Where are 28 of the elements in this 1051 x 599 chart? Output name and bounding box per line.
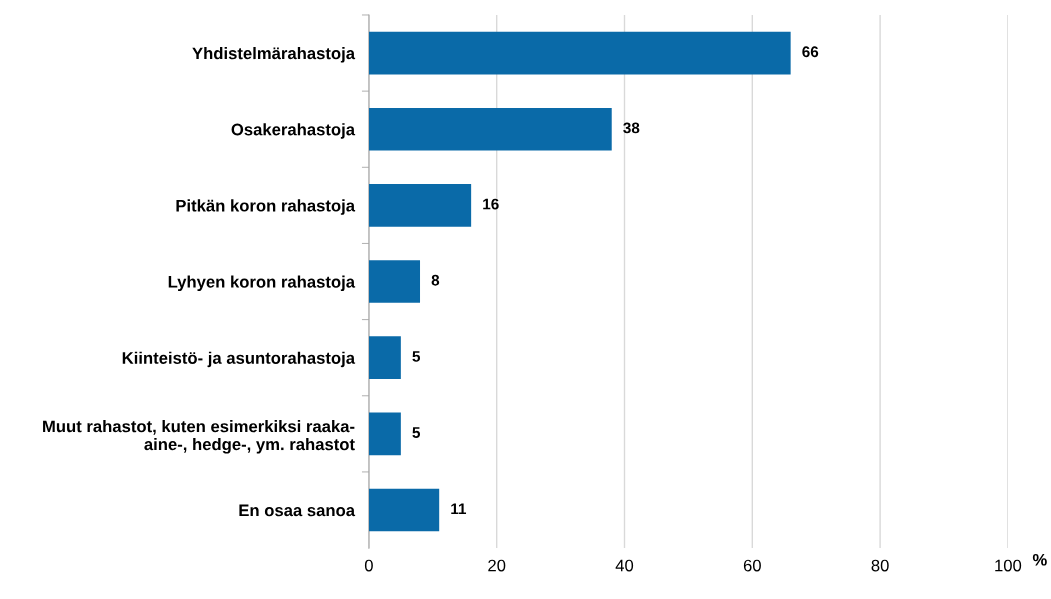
bar (368, 107, 612, 151)
y-tick-label: En osaa sanoa (239, 504, 356, 517)
data-label: 8 (431, 274, 440, 286)
x-tick-label: 40 (615, 559, 634, 572)
x-axis-title: % (1032, 553, 1047, 566)
x-tick-label: 80 (871, 559, 889, 572)
bar (368, 488, 440, 532)
bar (368, 336, 401, 380)
data-label: 16 (483, 198, 499, 210)
y-tick-label: Lyhyen koron rahastoja (168, 275, 356, 292)
y-tick-label: Pitkän koron rahastoja (176, 199, 356, 215)
y-tick-label: Osakerahastoja (231, 123, 356, 139)
y-tick-label: Yhdistelmärahastoja (192, 47, 356, 63)
bar (368, 260, 421, 303)
x-tick-label: 20 (488, 559, 506, 572)
y-tick-label: Kiinteistö- ja asuntorahastoja (122, 351, 356, 368)
x-tick-label: 60 (743, 559, 761, 572)
x-tick-label: 0 (364, 559, 373, 572)
data-label: 5 (412, 351, 421, 362)
y-tick-label: Muut rahastot, kuten esimerkiksi raaka- aine-, hedge-, ym. rahastot (43, 420, 355, 454)
x-tick-label: 100 (995, 559, 1022, 572)
bar (368, 31, 791, 75)
data-label: 66 (802, 46, 819, 58)
data-label: 11 (451, 503, 467, 514)
data-label: 5 (412, 427, 421, 438)
bar (368, 184, 472, 227)
bar (368, 412, 401, 456)
data-label: 38 (623, 122, 640, 134)
